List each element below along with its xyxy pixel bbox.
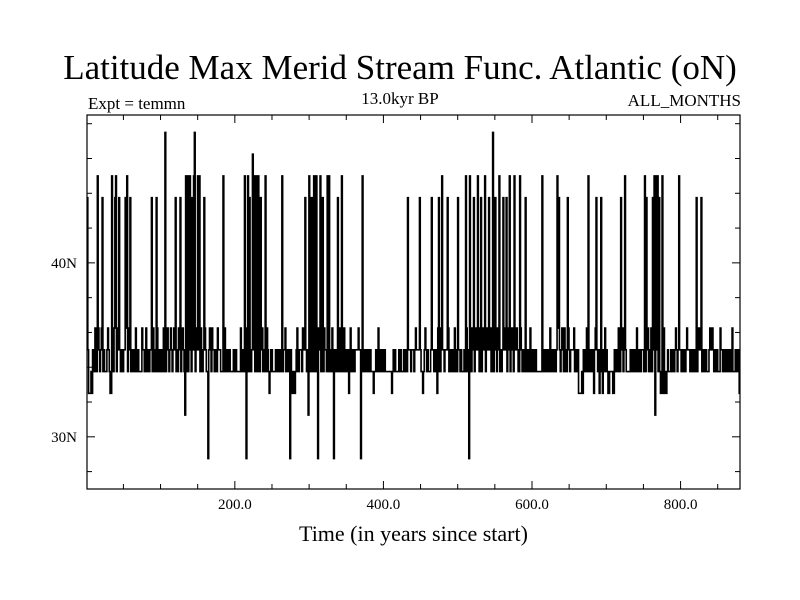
x-axis-label: Time (in years since start) <box>299 521 528 546</box>
plot-frame <box>86 114 741 490</box>
x-tick-label: 600.0 <box>515 497 549 513</box>
months-label: ALL_MONTHS <box>627 91 741 110</box>
y-tick-label: 40N <box>51 256 77 272</box>
series-line <box>87 131 740 460</box>
y-tick-label: 30N <box>51 430 77 446</box>
axis-ticks <box>87 115 740 489</box>
tick-labels: 200.0 400.0 600.0 800.0 30N 40N <box>51 256 697 513</box>
x-tick-label: 200.0 <box>218 497 252 513</box>
chart-title: Latitude Max Merid Stream Func. Atlantic… <box>63 48 737 87</box>
x-tick-label: 400.0 <box>367 497 401 513</box>
chart-subtitle: 13.0kyr BP <box>361 89 439 108</box>
x-tick-label: 800.0 <box>664 497 698 513</box>
experiment-label: Expt = temmn <box>88 94 186 113</box>
